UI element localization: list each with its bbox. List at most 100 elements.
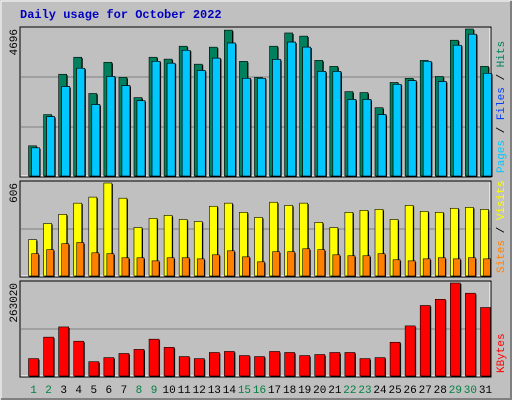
bar [61,86,70,177]
x-tick-label: 29 [449,385,462,397]
x-tick-label: 21 [328,385,342,397]
bar [317,249,326,277]
bar [73,340,85,377]
bar [468,257,476,277]
bar [483,73,492,177]
legend-entry: Hits [496,41,508,67]
x-tick-label: 12 [193,385,206,397]
bar [419,305,431,377]
x-tick-label: 14 [223,385,237,397]
bar [377,253,386,277]
bar [196,70,206,177]
bar [121,257,130,277]
bar [404,325,416,377]
bar [272,251,280,277]
legend-entry: Visits [496,181,508,221]
x-tick-label: 8 [136,385,143,397]
bar [407,260,416,277]
bar [43,336,54,377]
bar [224,351,235,377]
x-tick-label: 19 [298,385,311,397]
bar [209,352,220,377]
bar [359,358,371,377]
bar [148,338,160,377]
bar [302,248,310,277]
bar [389,341,401,377]
bar [332,71,342,177]
bar [46,116,55,177]
legend-entry: Sites [496,240,508,273]
legend-separator: / [496,67,508,87]
bar [257,78,266,177]
bar [314,354,326,377]
bar [106,76,116,177]
bar [465,292,476,377]
bar [437,81,447,177]
x-tick-label: 27 [419,385,432,397]
bar [287,251,295,277]
bar [344,352,356,377]
x-tick-label: 6 [106,385,113,397]
bar [257,261,265,277]
legend-entry: Files [496,87,508,120]
bar [163,347,175,377]
legend-entry: Pages [496,140,508,173]
legend: Sites / Visits [496,181,508,273]
x-tick-label: 1 [30,385,37,397]
bar [483,258,491,277]
bar [166,257,175,277]
bar [58,326,69,377]
x-tick-label: 30 [464,385,477,397]
bar [362,99,372,177]
bar [103,357,115,377]
bar [91,252,100,277]
x-tick-label: 15 [238,385,251,397]
bar [299,355,310,377]
x-tick-label: 16 [253,385,266,397]
bar [28,358,39,377]
legend-entry: KBytes [496,333,508,373]
bar [181,257,190,277]
bar [362,255,371,277]
x-tick-label: 20 [313,385,326,397]
x-tick-label: 7 [121,385,128,397]
legend-separator: / [496,120,508,140]
bar [317,71,327,177]
x-tick-label: 28 [434,385,447,397]
bar [227,250,235,277]
y-tick-label: 263020 [9,283,21,323]
bar [453,44,462,177]
bar [329,352,341,377]
bar [91,104,101,177]
x-tick-label: 3 [60,385,67,397]
bar [193,358,205,377]
legend: KBytes [496,333,508,373]
bar [31,253,39,277]
bar [254,356,265,377]
bar [178,356,190,377]
bar [121,85,131,177]
x-tick-label: 24 [373,385,387,397]
bar [227,42,236,177]
bar [136,100,146,177]
x-tick-label: 4 [75,385,82,397]
x-tick-label: 25 [388,385,401,397]
y-tick-label: 4696 [9,29,21,55]
bar [374,357,386,377]
bar [284,352,295,377]
bar [407,80,417,177]
bar [61,243,69,277]
bar [151,61,161,177]
x-tick-label: 2 [45,385,52,397]
bar [106,253,115,277]
legend-separator: / [496,220,508,240]
bar [31,147,40,177]
x-tick-label: 18 [283,385,296,397]
bar [212,254,220,277]
bar [422,61,432,177]
bar [332,254,341,277]
x-tick-label: 10 [163,385,176,397]
bar [133,349,145,377]
